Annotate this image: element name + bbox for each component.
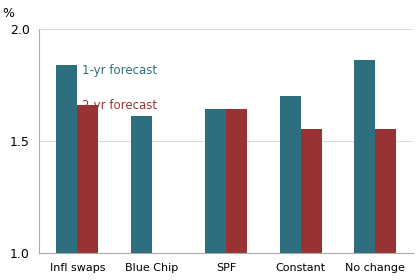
Bar [56, 64, 77, 253]
Text: %: % [2, 6, 14, 20]
Text: 1-yr forecast: 1-yr forecast [82, 64, 158, 76]
Bar [205, 109, 226, 253]
Text: 2-yr forecast: 2-yr forecast [82, 99, 158, 113]
Bar [301, 129, 322, 253]
Bar [131, 116, 152, 253]
Bar [354, 60, 375, 253]
Bar [375, 129, 396, 253]
Bar [280, 96, 301, 253]
Bar [77, 105, 98, 253]
Bar [226, 109, 247, 253]
